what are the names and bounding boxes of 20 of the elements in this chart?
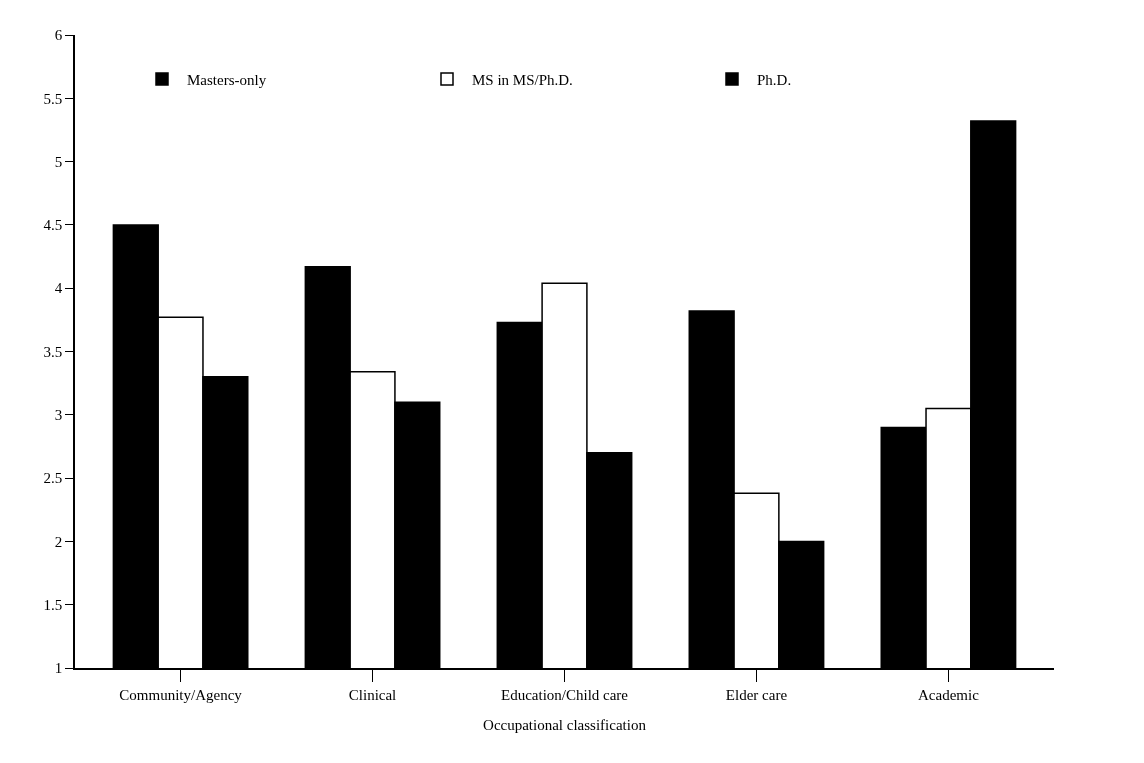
y-tick-label: 6 <box>54 27 63 44</box>
y-tick-label: 4 <box>54 280 63 297</box>
y-tick-label: 5.5 <box>43 90 63 107</box>
x-tick-label: Community/Agency <box>119 686 243 703</box>
legend-label: Ph.D. <box>757 71 792 88</box>
y-tick-label: 3 <box>54 407 63 424</box>
x-tick-label: Clinical <box>348 686 397 703</box>
y-tick-label: 3.5 <box>43 343 63 360</box>
x-axis-title: Occupational classification <box>483 717 647 734</box>
y-tick-label: 5 <box>54 153 63 170</box>
x-tick-label: Elder care <box>725 686 788 703</box>
y-tick-label: 2.5 <box>43 470 63 487</box>
x-tick-label: Education/Child care <box>500 686 629 703</box>
y-tick-label: 1 <box>54 660 63 677</box>
y-tick-label: 4.5 <box>43 217 63 234</box>
x-tick-label: Academic <box>918 686 980 703</box>
y-tick-label: 2 <box>54 533 63 550</box>
legend-label: MS in MS/Ph.D. <box>472 71 573 88</box>
y-tick-label: 1.5 <box>43 596 63 613</box>
legend-label: Masters-only <box>187 71 267 88</box>
